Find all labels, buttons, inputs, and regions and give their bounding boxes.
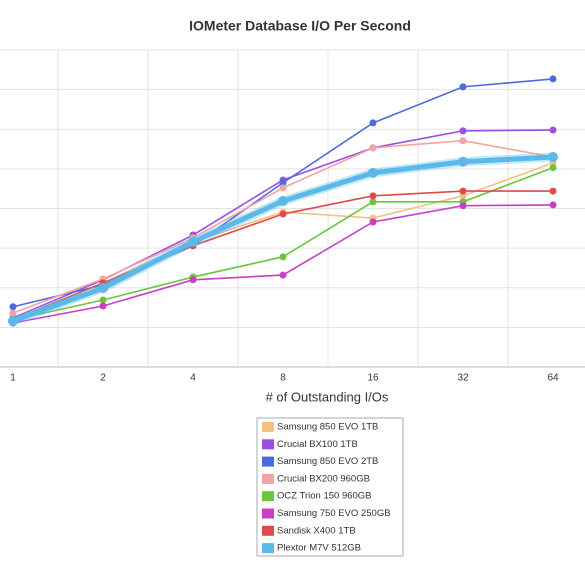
x-axis-label: # of Outstanding I/Os [266,389,389,404]
data-point [459,83,467,91]
data-point [369,192,377,200]
data-point [369,144,377,152]
legend-swatch [262,422,274,432]
data-point [98,283,108,294]
legend-label: Crucial BX200 960GB [277,473,370,484]
data-point [99,302,107,310]
legend-swatch [262,508,274,519]
x-tick-label: 2 [100,373,106,384]
data-point [549,201,557,209]
legend-label: Plextor M7V 512GB [277,543,361,554]
data-point [279,184,287,192]
x-tick-label: 64 [547,373,559,384]
grid [0,49,585,368]
data-point [9,303,17,311]
data-point [99,296,107,304]
data-point [458,156,468,167]
data-point [548,151,558,162]
x-tick-label: 4 [190,373,196,384]
legend-label: Crucial BX100 1TB [277,439,358,450]
legend-label: Samsung 850 EVO 2TB [277,456,378,467]
legend-box [256,417,404,557]
legend-swatch [262,456,274,467]
data-point [8,316,18,327]
x-tick-label: 16 [367,373,379,384]
legend-label: Samsung 750 EVO 250GB [277,508,391,519]
data-point [189,276,197,284]
x-tick-label: 8 [280,373,286,384]
legend-label: Samsung 850 EVO 1TB [277,422,378,433]
data-point [369,218,377,226]
data-point [368,167,378,178]
data-point [279,253,287,261]
data-point [9,309,17,317]
data-point [369,198,377,206]
legend-label: Sandisk X400 1TB [277,525,356,536]
data-point [279,271,287,279]
data-point [549,164,557,172]
data-point [459,187,467,195]
data-point [459,127,467,135]
data-point [549,75,557,83]
legend-swatch [262,525,274,536]
legend-swatch [262,473,274,484]
data-point [459,137,467,145]
data-point [279,179,287,187]
x-tick-label: 1 [10,373,16,384]
data-point [279,210,287,218]
series-line [12,204,554,324]
x-tick-label: 32 [457,373,469,384]
data-point [278,195,288,206]
data-point [369,119,377,127]
legend-swatch [262,543,274,554]
legend-label: OCZ Trion 150 960GB [277,491,372,502]
chart-title: IOMeter Database I/O Per Second [189,18,411,34]
data-point [188,236,198,247]
legend-swatch [262,439,274,450]
data-point [459,202,467,210]
legend-swatch [262,491,274,502]
data-point [549,187,557,195]
data-point [549,126,557,134]
